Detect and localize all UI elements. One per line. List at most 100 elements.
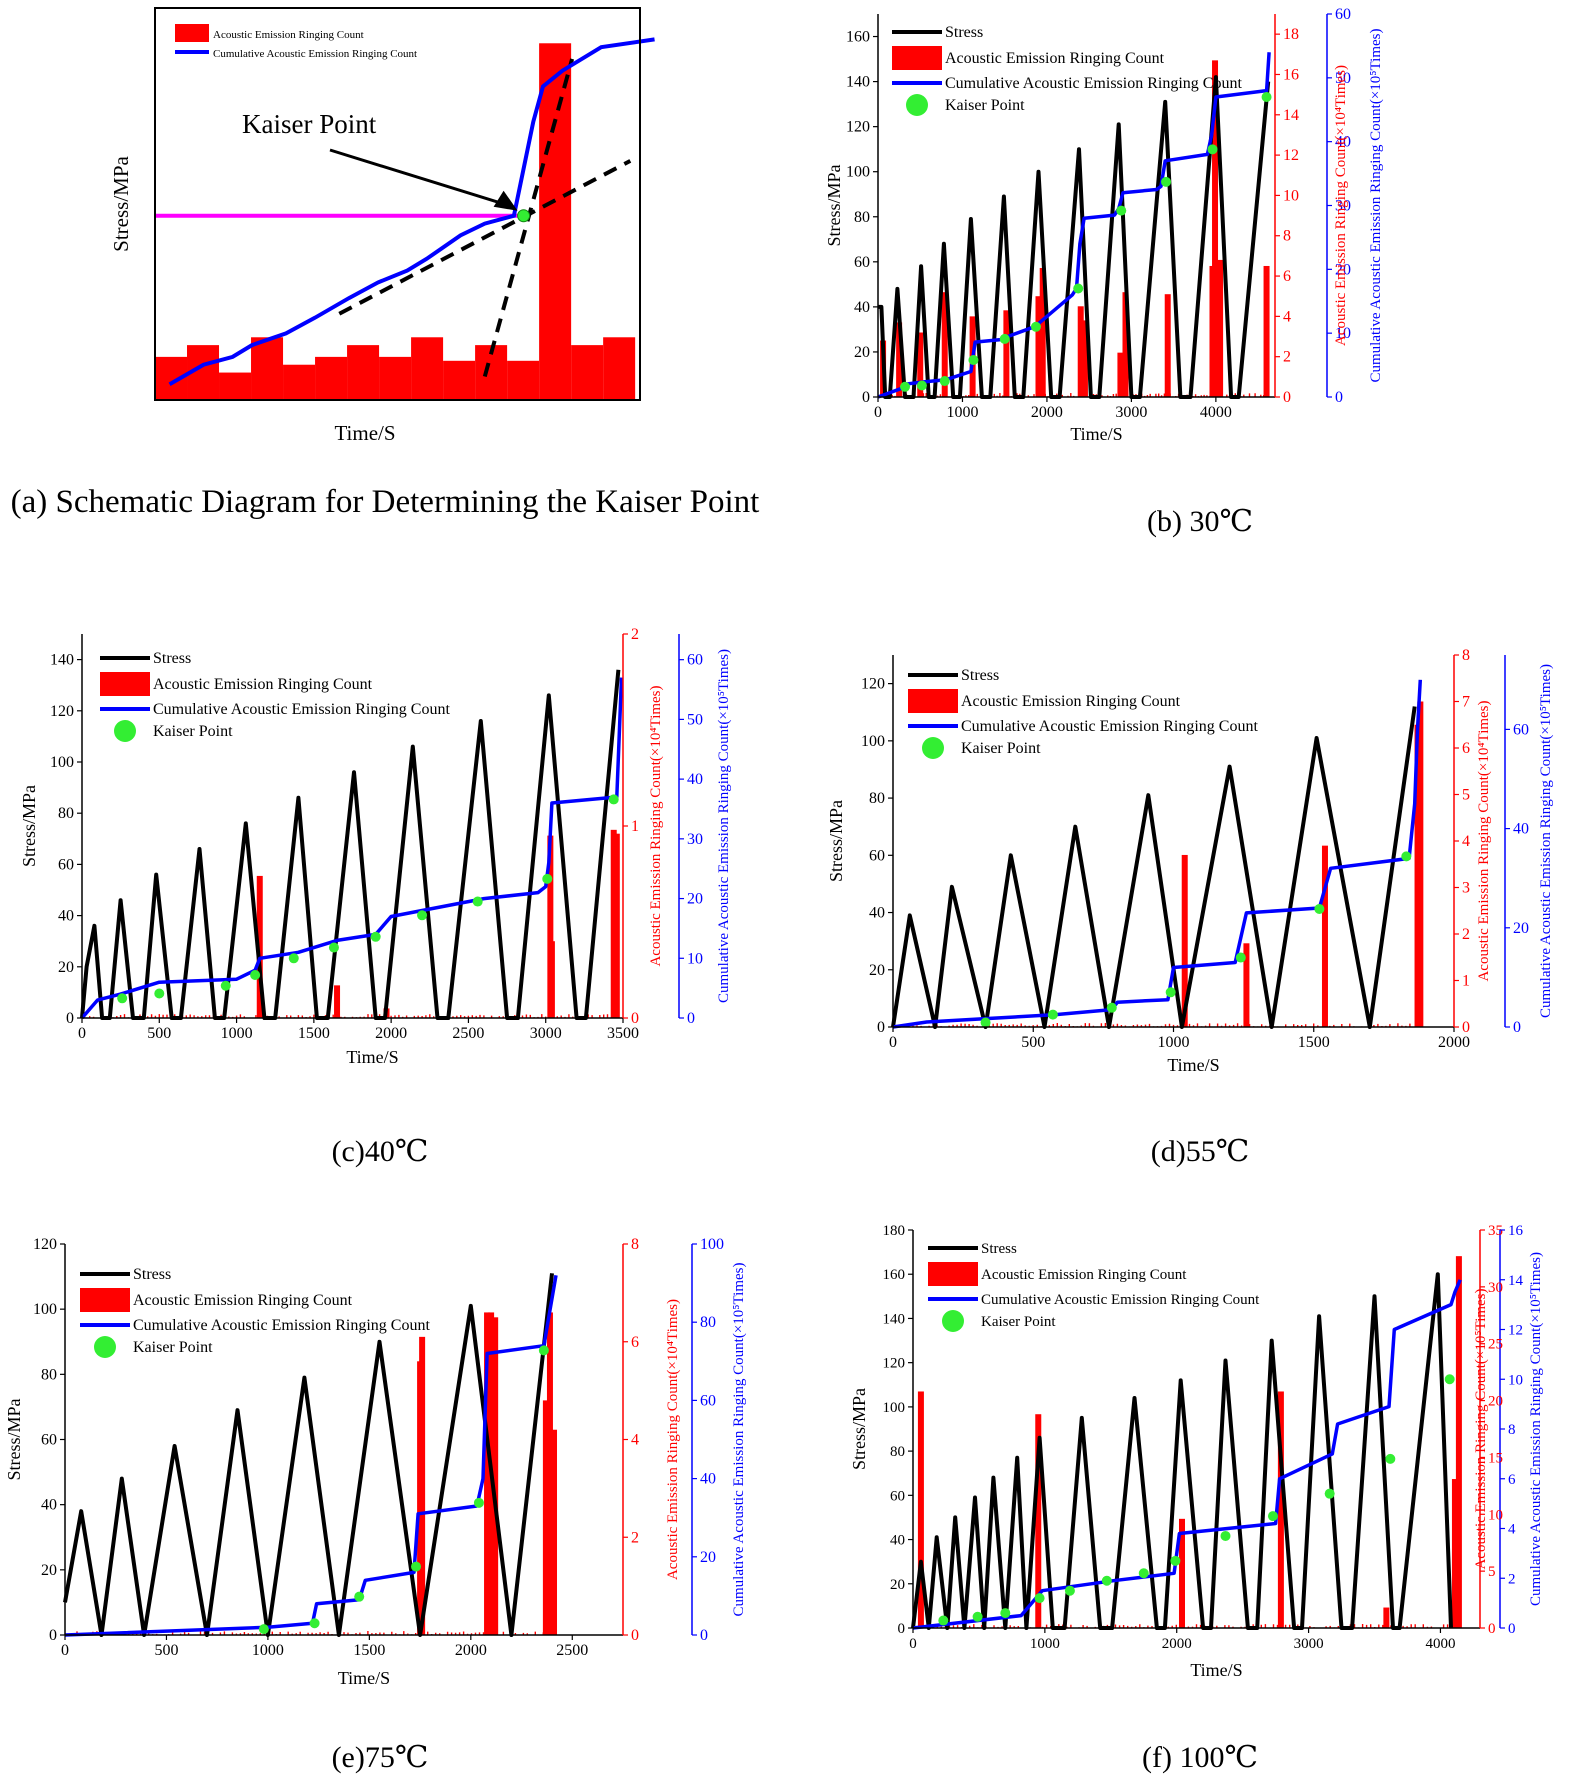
legend-label-cum: Cumulative Acoustic Emission Ringing Cou… — [133, 1317, 430, 1334]
y-axis-label: Stress/MPa — [849, 1388, 869, 1470]
legend-swatch-ae — [80, 1288, 130, 1312]
y2-tick-label: 7 — [1462, 694, 1470, 711]
y-tick-label: 80 — [869, 790, 885, 807]
legend-label-ae: Acoustic Emission Ringing Count — [133, 1292, 353, 1309]
y-tick-label: 80 — [58, 805, 74, 822]
y2-tick-label: 2 — [1462, 926, 1470, 943]
y3-axis-label: Cumulative Acoustic Emission Ringing Cou… — [1368, 29, 1384, 383]
y3-tick-label: 20 — [1513, 920, 1529, 937]
y3-tick-label: 0 — [1335, 389, 1343, 406]
legend-label-kaiser: Kaiser Point — [961, 740, 1041, 757]
chart-a-svg: Kaiser Point Acoustic Emission Ringing Co… — [109, 7, 655, 445]
stress-line — [891, 706, 1417, 1029]
x-tick-label: 1500 — [353, 1642, 385, 1659]
kaiser-point-marker — [980, 1017, 991, 1028]
ae-bar — [411, 337, 444, 400]
x-tick-label: 500 — [154, 1642, 178, 1659]
panel-e-75c: 0 500 1000 1500 2000 2500 0 20 40 60 80 100 120 0 2 4 6 8… — [0, 1220, 780, 1710]
stress-line — [63, 1273, 554, 1637]
y3-tick-label: 0 — [1508, 1621, 1516, 1637]
kaiser-point-marker — [370, 931, 381, 942]
kaiser-point-marker — [473, 1497, 484, 1508]
y2-tick-label: 3 — [1462, 880, 1470, 897]
x-tick-label: 0 — [909, 1636, 917, 1652]
legend-label-ae: Acoustic Emission Ringing Count — [945, 50, 1165, 67]
y3-tick-label: 40 — [1335, 134, 1351, 151]
y3-tick-label: 40 — [687, 771, 703, 788]
legend-swatch-kaiser — [114, 720, 136, 742]
caption-b: (b) 30℃ — [1146, 505, 1254, 538]
y-tick-label: 0 — [877, 1019, 885, 1036]
kaiser-point-marker — [220, 980, 231, 991]
y-tick-label: 140 — [846, 74, 870, 91]
ae-bar — [283, 364, 316, 400]
x-axis-label: Time/S — [338, 1668, 390, 1688]
x-tick-label: 1000 — [1030, 1636, 1060, 1652]
y-axis-label: Stress/MPa — [826, 800, 846, 882]
ae-spike-bar — [941, 292, 948, 397]
kaiser-point-marker — [1385, 1453, 1396, 1464]
y2-tick-label: 25 — [1488, 1337, 1503, 1353]
y3-tick-label: 12 — [1508, 1323, 1523, 1339]
y-tick-label: 40 — [41, 1497, 57, 1514]
legend-label-kaiser: Kaiser Point — [981, 1314, 1056, 1330]
ae-spike-bar — [546, 1312, 553, 1635]
legend-label-ae: Acoustic Emission Ringing Count — [213, 29, 364, 41]
ae-spike-bar — [551, 1429, 558, 1635]
legend-label-stress: Stress — [961, 667, 999, 684]
y3-axis-label: Cumulative Acoustic Emission Ringing Cou… — [716, 649, 732, 1003]
y-tick-label: 120 — [883, 1356, 906, 1372]
y-tick-label: 60 — [854, 254, 870, 271]
panel-d-55c: 0 500 1000 1500 2000 0 20 40 60 80 100 120 0 1 2 3 4 5 6 7 8… — [800, 610, 1579, 1110]
y-tick-label: 120 — [50, 703, 74, 720]
kaiser-point-marker — [1106, 1002, 1117, 1013]
y3-tick-label: 6 — [1508, 1472, 1516, 1488]
y-tick-label: 80 — [854, 209, 870, 226]
legend-label-stress: Stress — [945, 24, 983, 41]
chart-e-svg: 0 500 1000 1500 2000 250002040608010012002468… — [4, 1236, 747, 1688]
y-tick-label: 40 — [890, 1533, 905, 1549]
ae-spike-bar — [1243, 943, 1250, 1027]
y3-tick-label: 50 — [1335, 70, 1351, 87]
y-tick-label: 140 — [50, 652, 74, 669]
ae-bar — [539, 43, 572, 400]
kaiser-point-marker — [472, 896, 483, 907]
ae-spike-bar — [547, 835, 554, 1018]
y3-tick-label: 20 — [687, 891, 703, 908]
y3-tick-label: 100 — [700, 1236, 724, 1253]
ae-spike-bar — [484, 1312, 491, 1635]
kaiser-point-marker — [411, 1561, 422, 1572]
ae-spike-bar — [1212, 60, 1219, 397]
kaiser-point-marker — [154, 988, 165, 999]
y-tick-label: 120 — [861, 676, 885, 693]
tangent-line — [338, 159, 632, 316]
ae-spike-bar — [1081, 320, 1088, 397]
ae-spike-bar — [256, 875, 263, 1018]
ae-bar — [443, 360, 476, 400]
y2-tick-label: 4 — [1283, 308, 1291, 325]
kaiser-point-marker — [250, 970, 261, 981]
y3-tick-label: 14 — [1508, 1273, 1524, 1289]
legend-label-kaiser: Kaiser Point — [153, 723, 233, 740]
y2-tick-label: 1 — [631, 818, 639, 835]
panel-c-40c: 0 500 1000 1500 2000 2500 3000 3500 0 20 40 60 80 100… — [0, 620, 780, 1100]
ae-spike-bar — [917, 332, 924, 397]
y2-tick-label: 2 — [1283, 349, 1291, 366]
y2-tick-label: 0 — [631, 1627, 639, 1644]
y2-tick-label: 14 — [1283, 107, 1299, 124]
y2-axis-label: Acoustic Emission Ringing Count(×10⁴Time… — [1476, 700, 1492, 981]
cumulative-line — [168, 37, 655, 387]
y2-tick-label: 16 — [1283, 66, 1299, 83]
y-tick-label: 20 — [854, 344, 870, 361]
x-axis-label: Time/S — [334, 421, 395, 445]
chart-c-svg: 0 500 1000 1500 2000 2500 3000 3500020406080100… — [19, 626, 732, 1067]
y-tick-label: 60 — [890, 1488, 905, 1504]
y2-tick-label: 2 — [631, 1529, 639, 1546]
chart-f-svg: 0 1000 2000 3000 400002040608010012014016018… — [849, 1223, 1544, 1680]
y3-tick-label: 60 — [687, 652, 703, 669]
x-tick-label: 0 — [889, 1034, 897, 1051]
x-tick-label: 1000 — [1158, 1034, 1190, 1051]
legend-label-stress: Stress — [981, 1241, 1017, 1257]
kaiser-point-marker — [309, 1618, 320, 1629]
y-tick-label: 60 — [58, 856, 74, 873]
